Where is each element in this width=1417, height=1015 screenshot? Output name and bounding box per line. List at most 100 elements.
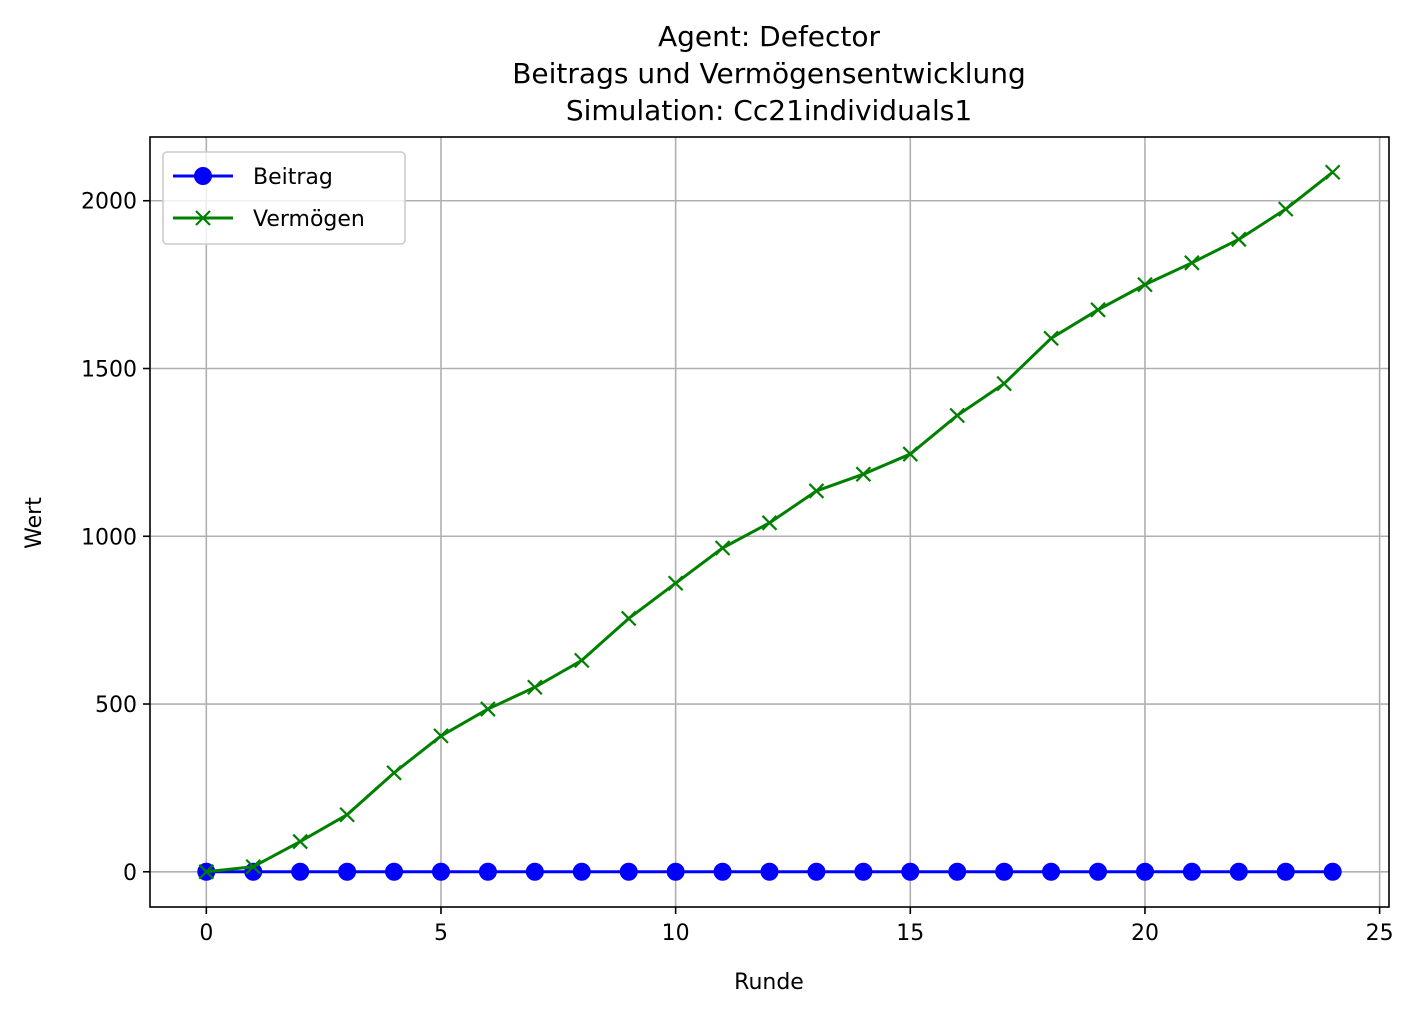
y-tick-label: 1000 [81,525,137,550]
marker-stroke [292,833,308,850]
y-tick-label: 1500 [81,358,137,383]
legend-label: Beitrag [253,165,333,190]
marker-stroke [245,858,262,875]
series-1-point [1137,276,1153,293]
x-tick-label: 25 [1366,921,1394,946]
plot-frame [149,136,1390,908]
marker-stroke [855,466,872,482]
series-0-point [854,862,873,881]
marker-stroke [667,575,684,592]
series-0-point [666,862,685,881]
title-line-1: Agent: Defector [658,20,881,53]
x-tick-label: 5 [434,921,448,946]
series-0-point [385,862,404,881]
series-0-point [478,862,497,881]
series-0-point [1089,862,1108,881]
series-1-point [245,858,262,875]
series-0-point [807,862,826,881]
legend-swatch-marker [195,210,211,226]
series-0-point [1229,862,1248,881]
series-0-point [291,862,310,881]
series-0-point [713,862,732,881]
series-0-point [1323,862,1342,881]
series-0-point [525,862,544,881]
series-0-point [995,862,1014,881]
series-1-point [1184,255,1200,271]
marker-stroke [714,540,731,556]
y-tick-label: 500 [95,693,137,718]
series-1-point [386,765,402,781]
marker-stroke [573,652,590,669]
marker-stroke [949,407,966,424]
series-1-point [527,679,543,696]
marker-stroke [996,375,1012,392]
marker-stroke [1090,302,1106,318]
legend: Beitrag Vermögen [162,151,406,245]
marker-stroke [433,728,449,744]
marker-stroke [480,701,496,717]
chart-title: Agent: Defector Beitrags und Vermögensen… [512,20,1026,127]
marker-stroke [1231,231,1247,248]
series-0-point [572,862,591,881]
series-layer [197,164,1342,881]
series-0-point [338,862,357,881]
series-1-point [480,701,496,717]
series-0-point [760,862,779,881]
marker-stroke [1137,276,1153,293]
series-1-point [949,407,966,424]
series-1-point [620,610,637,627]
series-1-point [339,806,355,823]
marker-stroke [761,515,778,531]
series-1-point [198,863,215,880]
marker-stroke [527,679,543,696]
x-tick-label: 0 [199,921,213,946]
series-0-point [1276,862,1295,881]
marker-stroke [902,446,919,462]
series-1 [198,164,1341,880]
series-1-point [714,540,731,556]
series-0-point [1135,862,1154,881]
marker-stroke [198,863,215,880]
marker-stroke [620,610,637,627]
y-tick-label: 0 [123,861,137,886]
x-tick-label: 20 [1131,921,1159,946]
marker-stroke [1324,164,1341,181]
legend-label: Vermögen [253,207,365,232]
series-1-point [996,375,1012,392]
series-1-point [433,728,449,744]
series-1-point [1043,330,1059,347]
series-1-point [808,483,825,499]
series-1-point [292,833,308,850]
legend-item: Vermögen [173,207,365,232]
y-tick-label: 2000 [81,190,137,215]
marker-stroke [1043,330,1059,347]
series-1-point [1090,302,1106,318]
x-axis-label: Runde [734,970,804,995]
marker-stroke [195,210,211,226]
series-1-point [761,515,778,531]
series-1-point [573,652,590,669]
title-line-2: Beitrags und Vermögensentwicklung [512,57,1026,90]
series-0-point [619,862,638,881]
series-1-point [1277,201,1294,217]
series-1-point [855,466,872,482]
series-0-point [901,862,920,881]
legend-swatch-marker [194,167,212,185]
marker-stroke [1277,201,1294,217]
series-1-point [902,446,919,462]
marker-stroke [386,765,402,781]
y-axis-label: Wert [22,497,47,549]
series-1-point [1324,164,1341,181]
legend-item: Beitrag [173,165,333,190]
marker-stroke [808,483,825,499]
series-0-point [1182,862,1201,881]
x-tick-label: 10 [662,921,690,946]
x-tick-label: 15 [896,921,924,946]
series-1-point [1231,231,1247,248]
marker-stroke [1184,255,1200,271]
series-0-point [431,862,450,881]
axis-ticks: 0 5 10 15 20 25 0 500 1000 1500 2000 [81,190,1394,946]
series-0-point [1042,862,1061,881]
marker-stroke [339,806,355,823]
